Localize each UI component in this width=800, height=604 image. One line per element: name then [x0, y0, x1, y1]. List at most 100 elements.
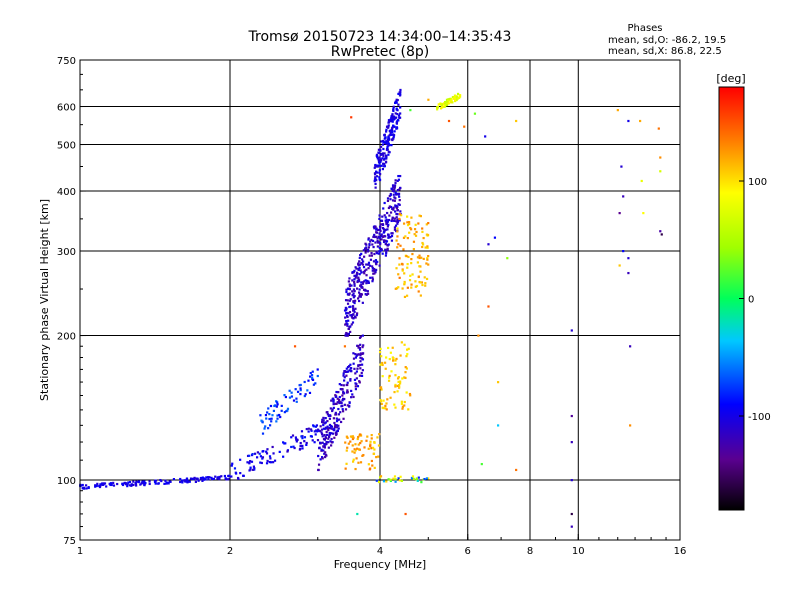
data-point: [344, 370, 348, 374]
data-point: [451, 101, 454, 104]
data-point: [128, 484, 132, 487]
data-point: [231, 462, 234, 465]
data-point: [366, 292, 370, 295]
data-point: [352, 292, 355, 295]
data-point: [345, 290, 348, 294]
data-point: [276, 403, 279, 406]
data-point: [427, 263, 430, 266]
data-point: [347, 312, 350, 315]
data-point: [374, 182, 377, 186]
data-point: [447, 102, 450, 105]
data-point: [311, 439, 314, 442]
data-point: [355, 354, 358, 357]
data-point: [374, 259, 377, 262]
data-point: [365, 274, 368, 277]
data-point: [321, 457, 324, 460]
data-point: [380, 388, 383, 391]
data-point: [399, 210, 402, 213]
data-point: [214, 475, 217, 478]
data-point: [390, 120, 393, 123]
data-point: [642, 212, 645, 215]
data-point: [380, 355, 383, 358]
data-point: [355, 273, 358, 276]
data-point: [350, 369, 353, 373]
data-point: [322, 419, 325, 422]
data-point: [426, 245, 429, 248]
data-point: [142, 481, 145, 484]
x-tick-label: 4: [377, 546, 383, 557]
data-point: [375, 179, 378, 182]
data-point: [402, 236, 406, 239]
data-point: [362, 344, 365, 347]
data-point: [330, 432, 333, 435]
data-point: [391, 359, 395, 362]
data-point: [389, 211, 393, 214]
data-point: [381, 361, 384, 365]
data-point: [629, 345, 632, 348]
data-point: [183, 479, 186, 482]
data-point: [388, 119, 391, 123]
data-point: [385, 218, 388, 221]
data-point: [407, 408, 410, 411]
data-point: [343, 309, 347, 312]
data-point: [394, 210, 397, 213]
data-point: [410, 216, 413, 219]
data-point: [202, 478, 205, 481]
data-point: [376, 228, 380, 232]
data-point: [395, 267, 398, 270]
data-point: [324, 426, 327, 429]
data-point: [331, 397, 334, 400]
data-point: [320, 448, 323, 451]
data-point: [424, 282, 427, 285]
data-point: [373, 267, 376, 271]
data-point: [339, 411, 342, 414]
data-point: [352, 288, 356, 291]
data-point: [349, 330, 352, 333]
data-point: [387, 223, 390, 226]
data-point: [387, 236, 390, 239]
data-point: [81, 483, 84, 487]
data-point: [370, 254, 374, 257]
data-point: [379, 226, 382, 229]
data-point: [410, 476, 414, 480]
data-point: [402, 248, 405, 251]
data-point: [370, 433, 373, 437]
data-point: [394, 112, 397, 115]
data-point: [334, 413, 337, 416]
data-point: [404, 366, 407, 369]
data-point: [336, 397, 339, 400]
data-point: [216, 476, 219, 479]
data-point: [327, 437, 330, 440]
data-point: [336, 429, 339, 432]
data-point: [349, 435, 353, 438]
data-point: [352, 458, 355, 461]
data-point: [351, 460, 355, 463]
chart-title: Tromsø 20150723 14:34:00–14:35:43: [248, 29, 512, 45]
data-point: [348, 310, 352, 314]
data-point: [319, 458, 322, 461]
data-point: [389, 198, 392, 201]
data-point: [347, 319, 350, 322]
data-point: [352, 313, 355, 316]
data-point: [385, 240, 389, 243]
data-point: [351, 316, 354, 319]
data-point: [322, 449, 325, 452]
data-point: [445, 100, 448, 104]
data-point: [414, 280, 417, 283]
data-point: [370, 447, 373, 450]
data-point: [197, 479, 200, 482]
data-point: [350, 396, 353, 399]
data-point: [515, 119, 518, 123]
data-point: [261, 450, 264, 453]
data-point: [345, 288, 348, 291]
data-point: [335, 424, 338, 427]
data-point: [210, 477, 214, 481]
data-point: [267, 407, 270, 410]
data-point: [353, 367, 356, 370]
data-point: [378, 476, 382, 479]
data-point: [348, 285, 352, 288]
data-point: [201, 476, 204, 479]
data-point: [343, 398, 346, 401]
data-point: [357, 299, 361, 303]
data-point: [87, 486, 90, 489]
